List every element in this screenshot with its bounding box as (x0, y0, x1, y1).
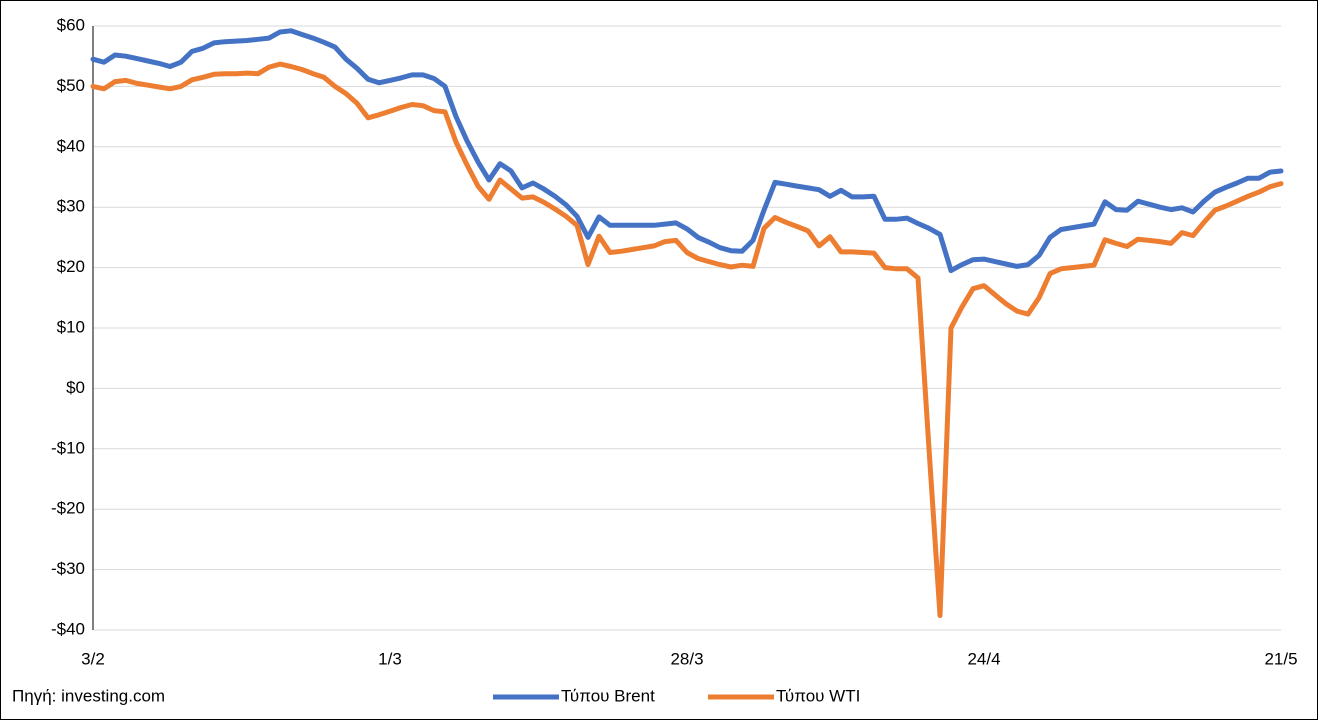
x-tick-label: 21/5 (1264, 649, 1297, 668)
y-tick-label: $50 (57, 76, 85, 95)
y-tick-label: $30 (57, 197, 85, 216)
y-tick-label: $40 (57, 136, 85, 155)
x-tick-label: 24/4 (967, 649, 1000, 668)
x-tick-label: 3/2 (81, 649, 105, 668)
y-tick-label: $10 (57, 317, 85, 336)
y-tick-label: $20 (57, 257, 85, 276)
series-line (90, 28, 1284, 274)
y-tick-label: -$30 (51, 559, 85, 578)
x-tick-label: 28/3 (670, 649, 703, 668)
legend-label: Τύπου Brent (561, 686, 655, 705)
y-tick-label: $0 (66, 378, 85, 397)
x-tick-label: 1/3 (378, 649, 402, 668)
y-tick-label: -$20 (51, 499, 85, 518)
source-note: Πηγή: investing.com (12, 686, 165, 705)
y-tick-label: $60 (57, 15, 85, 34)
y-tick-label: -$10 (51, 438, 85, 457)
legend-label: Τύπου WTI (776, 686, 860, 705)
y-tick-label: -$40 (51, 619, 85, 638)
series-line (90, 61, 1284, 618)
